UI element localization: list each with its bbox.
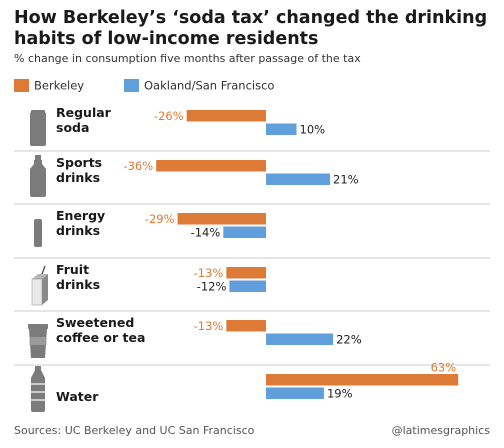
bar-berkeley xyxy=(266,374,459,386)
soda-can-icon-part xyxy=(31,110,45,113)
sports-bottle-icon xyxy=(30,155,46,197)
bar-oakland-sf xyxy=(223,226,266,238)
legend-item-berkeley: Berkeley xyxy=(14,78,84,93)
chart-title: How Berkeley’s ‘soda tax’ changed the dr… xyxy=(14,8,488,49)
category-label: drinks xyxy=(56,170,100,185)
value-label-berkeley: -13% xyxy=(194,266,224,280)
sports-bottle-icon-part xyxy=(35,155,41,160)
bar-berkeley xyxy=(226,267,266,279)
legend-item-oakland-sf: Oakland/San Francisco xyxy=(124,78,274,93)
bar-oakland-sf xyxy=(266,123,297,135)
juice-box-icon-part xyxy=(41,265,46,275)
category-label: drinks xyxy=(56,277,100,292)
source-note: Sources: UC Berkeley and UC San Francisc… xyxy=(14,424,255,437)
value-label-oakland-sf: 10% xyxy=(300,123,326,137)
value-label-oakland-sf: -12% xyxy=(197,280,227,294)
bar-berkeley xyxy=(226,320,266,332)
category-label: Water xyxy=(56,389,99,404)
bar-oakland-sf xyxy=(266,333,334,345)
energy-can-icon-part xyxy=(34,219,42,247)
sports-bottle-icon-part xyxy=(30,160,46,197)
category-label: soda xyxy=(56,120,89,135)
category-label: drinks xyxy=(56,223,100,238)
water-bottle-icon xyxy=(31,366,45,412)
water-bottle-icon-part xyxy=(31,370,45,412)
bar-oakland-sf xyxy=(266,173,331,185)
category-label: Fruit xyxy=(56,262,89,277)
juice-box-icon-part xyxy=(31,278,43,306)
bar-berkeley xyxy=(156,160,266,172)
credit-note: @latimesgraphics xyxy=(391,424,490,437)
bar-oakland-sf xyxy=(229,280,266,292)
value-label-oakland-sf: -14% xyxy=(191,226,221,240)
soda-can-icon xyxy=(30,110,46,146)
value-label-oakland-sf: 19% xyxy=(327,387,353,401)
category-label: Regular xyxy=(56,105,112,120)
value-label-berkeley: -13% xyxy=(194,319,224,333)
bar-berkeley xyxy=(177,213,266,225)
legend-label-berkeley: Berkeley xyxy=(34,78,85,93)
legend-label-oakland-sf: Oakland/San Francisco xyxy=(144,78,275,93)
bar-oakland-sf xyxy=(266,387,324,399)
water-bottle-icon-part xyxy=(35,366,41,370)
juice-box-icon xyxy=(31,265,48,306)
legend-swatch-berkeley xyxy=(14,79,29,92)
juice-box-icon-part xyxy=(32,274,48,279)
coffee-cup-icon xyxy=(28,324,48,358)
value-label-berkeley: 63% xyxy=(431,361,457,375)
category-label: Sports xyxy=(56,155,102,170)
category-label: coffee or tea xyxy=(56,330,145,345)
soda-can-icon-part xyxy=(30,112,46,146)
value-label-oakland-sf: 21% xyxy=(333,173,359,187)
legend-swatch-oakland-sf xyxy=(124,79,139,92)
chart-subtitle: % change in consumption five months afte… xyxy=(14,52,361,65)
bar-berkeley xyxy=(186,110,266,122)
energy-can-icon xyxy=(34,219,42,247)
category-label: Energy xyxy=(56,208,105,223)
coffee-cup-icon-part xyxy=(28,324,48,329)
value-label-berkeley: -26% xyxy=(154,109,184,123)
value-label-berkeley: -29% xyxy=(145,212,175,226)
category-label: Sweetened xyxy=(56,315,134,330)
value-label-berkeley: -36% xyxy=(123,159,153,173)
coffee-cup-icon-part xyxy=(29,337,47,345)
value-label-oakland-sf: 22% xyxy=(336,333,362,347)
